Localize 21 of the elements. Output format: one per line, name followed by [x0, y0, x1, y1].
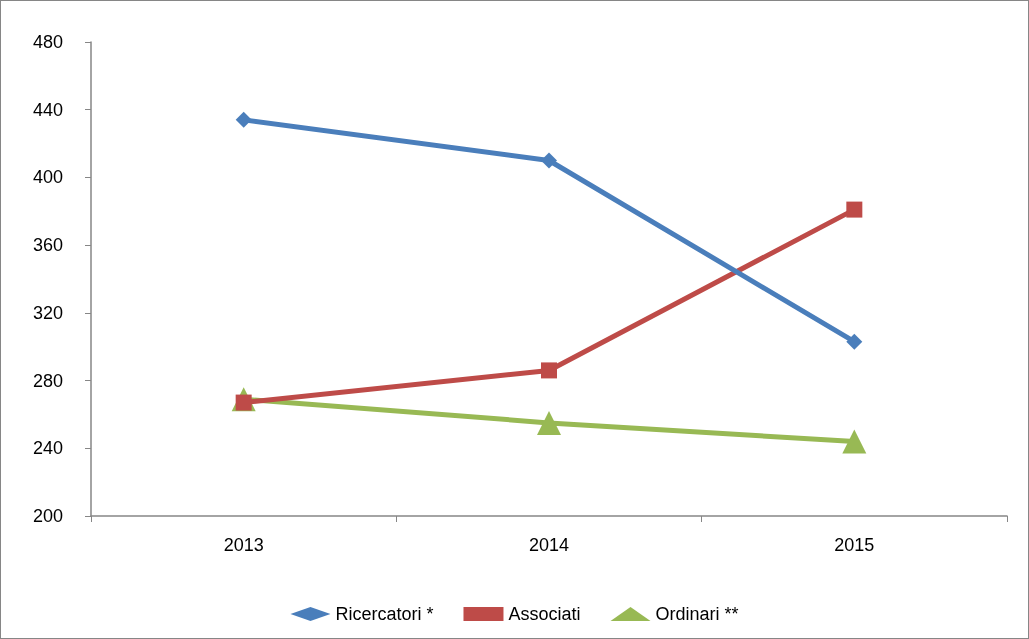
- y-tick-label: 440: [32, 99, 63, 120]
- point: [846, 201, 863, 218]
- point: [541, 152, 557, 169]
- y-tick-label: 280: [32, 370, 63, 391]
- x-tick-label: 2014: [528, 535, 570, 555]
- y-tick-label: 240: [32, 438, 63, 459]
- y-tick-label: 200: [32, 506, 63, 526]
- y-tick-label: 480: [32, 32, 63, 52]
- y-tick-label: 320: [32, 302, 63, 323]
- legend-label: Ricercatori *: [335, 604, 434, 624]
- legend-label: Ordinari **: [655, 604, 739, 624]
- point: [537, 410, 561, 435]
- x-tick-label: 2013: [223, 535, 264, 555]
- y-tick-label: 400: [32, 167, 63, 188]
- point: [842, 429, 867, 454]
- legend-label: Associati: [508, 604, 581, 624]
- y-tick-label: 360: [32, 235, 63, 256]
- point: [541, 362, 557, 379]
- point: [846, 333, 863, 350]
- point: [235, 111, 252, 128]
- x-tick-label: 2015: [834, 535, 875, 555]
